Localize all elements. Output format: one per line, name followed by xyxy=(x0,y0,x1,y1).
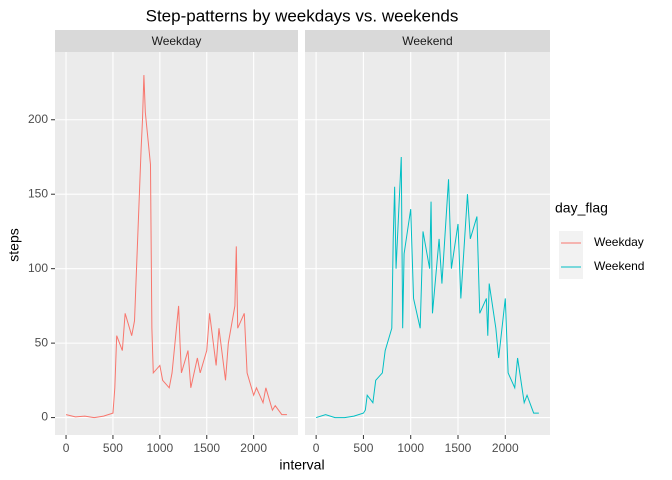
x-tick-label: 1500 xyxy=(193,441,220,455)
strip-background xyxy=(305,30,550,52)
x-tick-label: 1500 xyxy=(445,441,472,455)
panel-background xyxy=(305,52,550,435)
strip-label: Weekend xyxy=(402,34,452,48)
strip-background xyxy=(55,30,298,52)
x-tick-label: 500 xyxy=(353,441,373,455)
x-tick-label: 1000 xyxy=(146,441,173,455)
x-tick-label: 0 xyxy=(63,441,70,455)
legend-label: Weekday xyxy=(594,235,644,249)
panel-background xyxy=(55,52,298,435)
series-line xyxy=(315,156,539,419)
y-tick-label: 0 xyxy=(41,410,48,424)
y-tick-label: 200 xyxy=(28,112,48,126)
x-tick-label: 2000 xyxy=(240,441,267,455)
y-tick-label: 100 xyxy=(28,261,48,275)
y-tick-label: 150 xyxy=(28,186,48,200)
y-axis-title: steps xyxy=(6,228,22,261)
series-line xyxy=(65,75,287,419)
legend-title: day_flag xyxy=(555,200,608,216)
x-tick-label: 1000 xyxy=(397,441,424,455)
x-tick-label: 0 xyxy=(313,441,320,455)
chart-title: Step-patterns by weekdays vs. weekends xyxy=(146,6,459,25)
x-tick-label: 2000 xyxy=(492,441,519,455)
x-tick-label: 500 xyxy=(103,441,123,455)
x-axis-title: interval xyxy=(279,457,324,473)
legend-label: Weekend xyxy=(594,259,644,273)
strip-label: Weekday xyxy=(152,34,202,48)
y-tick-label: 50 xyxy=(35,335,49,349)
